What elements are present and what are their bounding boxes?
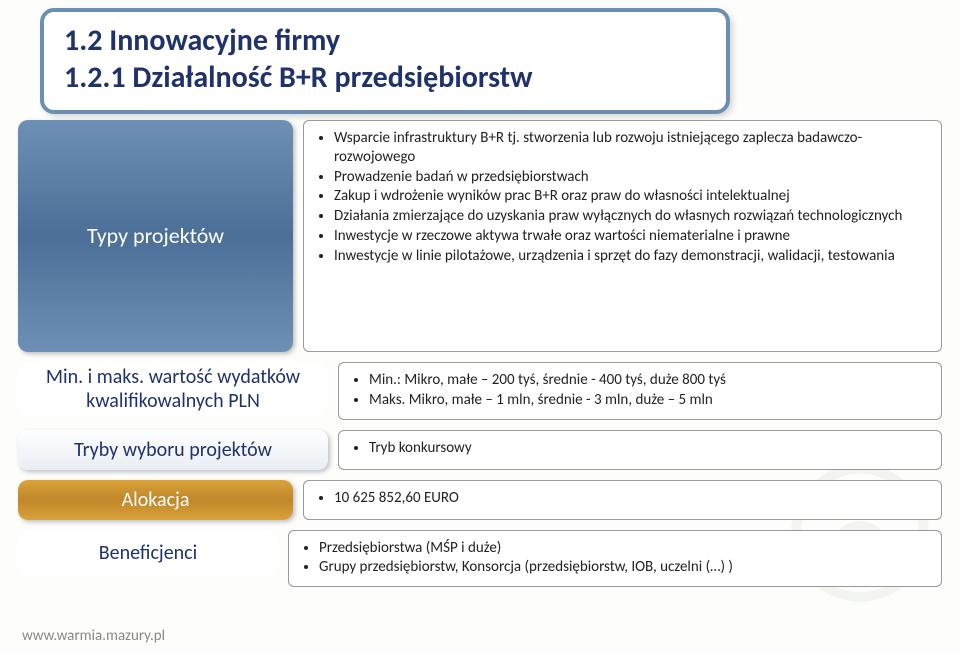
label-beneficjenci: Beneficjenci xyxy=(18,530,278,576)
row-beneficjenci: Beneficjenci Przedsiębiorstwa (MŚP i duż… xyxy=(18,530,942,588)
beneficjenci-item: Grupy przedsiębiorstw, Konsorcja (przeds… xyxy=(319,558,929,577)
alokacja-item: 10 625 852,60 EURO xyxy=(334,489,929,508)
row-minmax: Min. i maks. wartość wydatków kwalifikow… xyxy=(18,362,942,420)
content-area: Typy projektów Wsparcie infrastruktury B… xyxy=(18,120,942,645)
types-item: Działania zmierzające do uzyskania praw … xyxy=(334,207,929,226)
types-item: Prowadzenie badań w przedsiębiorstwach xyxy=(334,168,929,187)
types-item: Zakup i wdrożenie wyników prac B+R oraz … xyxy=(334,187,929,206)
value-types: Wsparcie infrastruktury B+R tj. stworzen… xyxy=(303,120,942,352)
label-types: Typy projektów xyxy=(18,120,293,352)
types-item: Inwestycje w rzeczowe aktywa trwałe oraz… xyxy=(334,227,929,246)
label-tryby: Tryby wyboru projektów xyxy=(18,430,328,470)
row-tryby: Tryby wyboru projektów Tryb konkursowy xyxy=(18,430,942,470)
minmax-item: Maks. Mikro, małe – 1 mln, średnie - 3 m… xyxy=(369,391,929,410)
label-minmax: Min. i maks. wartość wydatków kwalifikow… xyxy=(18,362,328,416)
value-minmax: Min.: Mikro, małe – 200 tyś, średnie - 4… xyxy=(338,362,942,420)
title-line-1: 1.2 Innowacyjne firmy xyxy=(64,22,706,59)
beneficjenci-item: Przedsiębiorstwa (MŚP i duże) xyxy=(319,539,929,558)
minmax-item: Min.: Mikro, małe – 200 tyś, średnie - 4… xyxy=(369,371,929,390)
value-tryby: Tryb konkursowy xyxy=(338,430,942,470)
row-types: Typy projektów Wsparcie infrastruktury B… xyxy=(18,120,942,352)
types-item: Inwestycje w linie pilotażowe, urządzeni… xyxy=(334,247,929,266)
slide-title-box: 1.2 Innowacyjne firmy 1.2.1 Działalność … xyxy=(40,8,730,114)
value-alokacja: 10 625 852,60 EURO xyxy=(303,480,942,520)
title-line-2: 1.2.1 Działalność B+R przedsiębiorstw xyxy=(64,59,706,96)
label-alokacja: Alokacja xyxy=(18,480,293,520)
types-item: Wsparcie infrastruktury B+R tj. stworzen… xyxy=(334,129,929,167)
tryby-item: Tryb konkursowy xyxy=(369,439,929,458)
value-beneficjenci: Przedsiębiorstwa (MŚP i duże) Grupy prze… xyxy=(288,530,942,588)
row-alokacja: Alokacja 10 625 852,60 EURO xyxy=(18,480,942,520)
footer-url: www.warmia.mazury.pl xyxy=(22,627,165,645)
